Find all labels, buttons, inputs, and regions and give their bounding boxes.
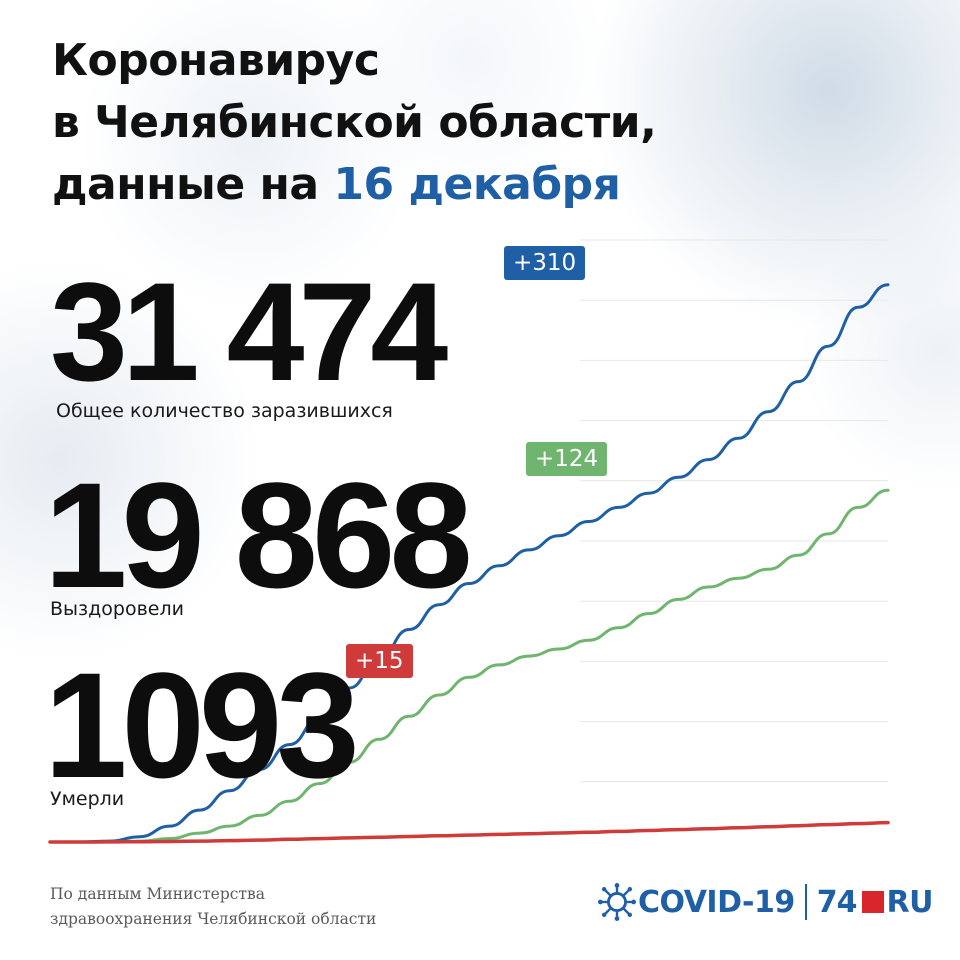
logo-ru-text: RU <box>886 884 934 920</box>
source-line-1: По данным Министерства <box>50 885 265 903</box>
source-line-2: здравоохранения Челябинской области <box>50 910 377 928</box>
source-note: По данным Министерства здравоохранения Ч… <box>50 882 376 932</box>
infected-caption: Общее количество заразившихся <box>56 400 393 422</box>
title-line-1: Коронавирус <box>52 35 380 86</box>
series-line-recovered <box>48 488 890 844</box>
chart-grid <box>580 239 888 783</box>
recovered-count: 19 868 <box>44 451 473 619</box>
logo-covid-text: COVID-19 <box>638 884 795 920</box>
series-line-infected <box>48 283 890 844</box>
recovered-delta-badge: +124 <box>526 442 608 476</box>
infected-delta-badge: +310 <box>504 246 586 280</box>
infected-count: 31 474 <box>50 253 448 410</box>
virus-icon <box>598 883 636 921</box>
title-date: 16 декабря <box>333 159 621 210</box>
page-title: Коронавирус в Челябинской области, данны… <box>52 30 657 216</box>
deaths-count: 1093 <box>44 641 360 809</box>
deaths-delta-badge: +15 <box>346 644 413 678</box>
title-line-2: в Челябинской области, <box>52 97 657 148</box>
title-prefix: данные на <box>52 159 334 210</box>
title-line-3: данные на 16 декабря <box>52 154 656 216</box>
red-square-icon <box>861 891 884 913</box>
logo-74-text: 74 <box>816 884 858 920</box>
covid-74ru-logo: COVID-19 74 RU <box>598 872 933 932</box>
series-line-deaths <box>48 820 890 844</box>
chart-lines <box>48 283 890 844</box>
logo-divider <box>804 884 807 920</box>
deaths-caption: Умерли <box>50 788 125 810</box>
recovered-caption: Выздоровели <box>50 598 184 620</box>
